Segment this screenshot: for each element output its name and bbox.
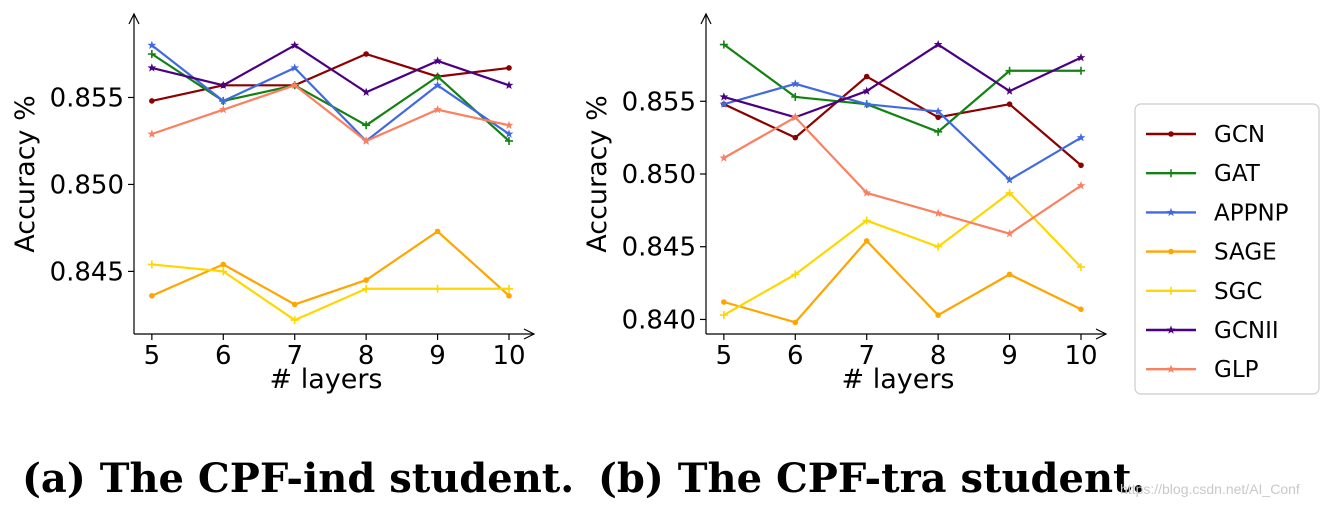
legend-marker [1168, 249, 1174, 255]
x-tick-label: 6 [787, 341, 804, 371]
y-tick-label: 0.850 [50, 170, 124, 200]
series-line-gcnii [724, 45, 1081, 118]
legend-marker [1168, 131, 1174, 137]
legend-label: GCNII [1214, 318, 1279, 344]
data-point-gcn [1007, 101, 1013, 107]
data-point-glp [505, 121, 514, 129]
data-point-sage [935, 312, 941, 318]
data-point-gcnii [1005, 86, 1014, 94]
data-point-sage [1007, 272, 1013, 278]
y-tick-label: 0.855 [50, 83, 124, 113]
legend-label: GAT [1214, 161, 1261, 187]
data-point-sgc [148, 260, 156, 268]
y-tick-label: 0.850 [622, 160, 696, 190]
data-point-sage [792, 320, 798, 326]
series-gcn [721, 74, 1084, 168]
data-point-sage [864, 238, 870, 244]
series-sage [149, 229, 512, 308]
series-appnp [147, 41, 513, 145]
data-point-glp [934, 209, 943, 217]
data-point-glp [147, 129, 156, 137]
data-point-gcnii [862, 86, 871, 94]
data-point-gcn [1078, 162, 1084, 168]
data-point-gcnii [147, 63, 156, 71]
data-point-sage [1078, 306, 1084, 312]
data-point-gcn [864, 74, 870, 80]
legend: GCN GAT APPNP SAGE SGC GCNII GLP [1135, 104, 1319, 394]
data-point-sage [149, 293, 155, 299]
series-line-gcnii [152, 45, 509, 92]
series-line-sgc [724, 193, 1081, 315]
data-point-gcn [506, 65, 512, 71]
legend-label: GCN [1214, 122, 1265, 148]
series-glp [719, 113, 1085, 238]
series-appnp [719, 79, 1085, 183]
chart-panel-b: 5 6 7 8 9 10 0.840 0.845 0.850 0.855 # layers Accur… [582, 14, 1106, 395]
y-tick-label: 0.855 [622, 87, 696, 117]
data-point-gcnii [362, 88, 371, 96]
y-axis-label: Accuracy % [10, 95, 41, 253]
data-point-sage [721, 299, 727, 305]
x-tick-label: 9 [429, 341, 446, 371]
y-tick-label: 0.845 [622, 233, 696, 263]
y-axis-label: Accuracy % [582, 95, 613, 253]
data-point-sage [220, 262, 226, 268]
y-tick-label: 0.840 [622, 305, 696, 335]
series-line-sage [152, 231, 509, 304]
legend-label: APPNP [1214, 200, 1289, 226]
chart-panel-a: 5 6 7 8 9 10 0.845 0.850 0.855 # layers Accuracy % [10, 14, 534, 395]
data-point-gcn [149, 98, 155, 104]
series-line-sage [724, 241, 1081, 322]
axes-a: 5 6 7 8 9 100.8450.8500.855# layersAccuracy % [10, 14, 534, 395]
series-sgc [720, 189, 1085, 319]
data-point-gcn [363, 51, 369, 57]
data-point-gcn [935, 114, 941, 120]
data-point-gat [1077, 67, 1085, 75]
caption-b: (b) The CPF-tra student. [598, 455, 1145, 502]
data-point-sgc [505, 285, 513, 293]
figure: 5 6 7 8 9 100.8450.8500.855# layersAccuracy %… [0, 0, 1332, 508]
caption-a: (a) The CPF-ind student. [22, 455, 574, 502]
x-tick-label: 10 [1064, 341, 1097, 371]
data-point-sage [435, 229, 441, 235]
x-tick-label: 6 [215, 341, 232, 371]
legend-label: SAGE [1214, 240, 1277, 266]
data-point-gcnii [719, 92, 728, 100]
x-tick-label: 5 [144, 341, 161, 371]
data-point-gcn [792, 135, 798, 141]
x-tick-label: 5 [716, 341, 733, 371]
x-axis-label: # layers [269, 364, 382, 395]
series-line-appnp [724, 84, 1081, 180]
legend-label: SGC [1214, 279, 1262, 305]
x-tick-label: 9 [1001, 341, 1018, 371]
data-point-sgc [434, 285, 442, 293]
data-point-sgc [362, 285, 370, 293]
data-point-glp [719, 153, 728, 161]
watermark-text: https://blog.csdn.net/AI_Conf [1120, 481, 1300, 497]
series-gat [148, 50, 513, 145]
data-point-sage [506, 293, 512, 299]
data-point-appnp [791, 79, 800, 87]
y-tick-label: 0.845 [50, 257, 124, 287]
data-point-gcnii [505, 81, 514, 89]
x-axis-label: # layers [841, 364, 954, 395]
data-point-sage [292, 302, 298, 308]
legend-label: GLP [1214, 357, 1259, 383]
data-point-sage [363, 277, 369, 283]
series-line-glp [724, 117, 1081, 233]
data-point-glp [219, 105, 228, 113]
x-tick-label: 10 [492, 341, 525, 371]
series-sage [721, 238, 1084, 325]
